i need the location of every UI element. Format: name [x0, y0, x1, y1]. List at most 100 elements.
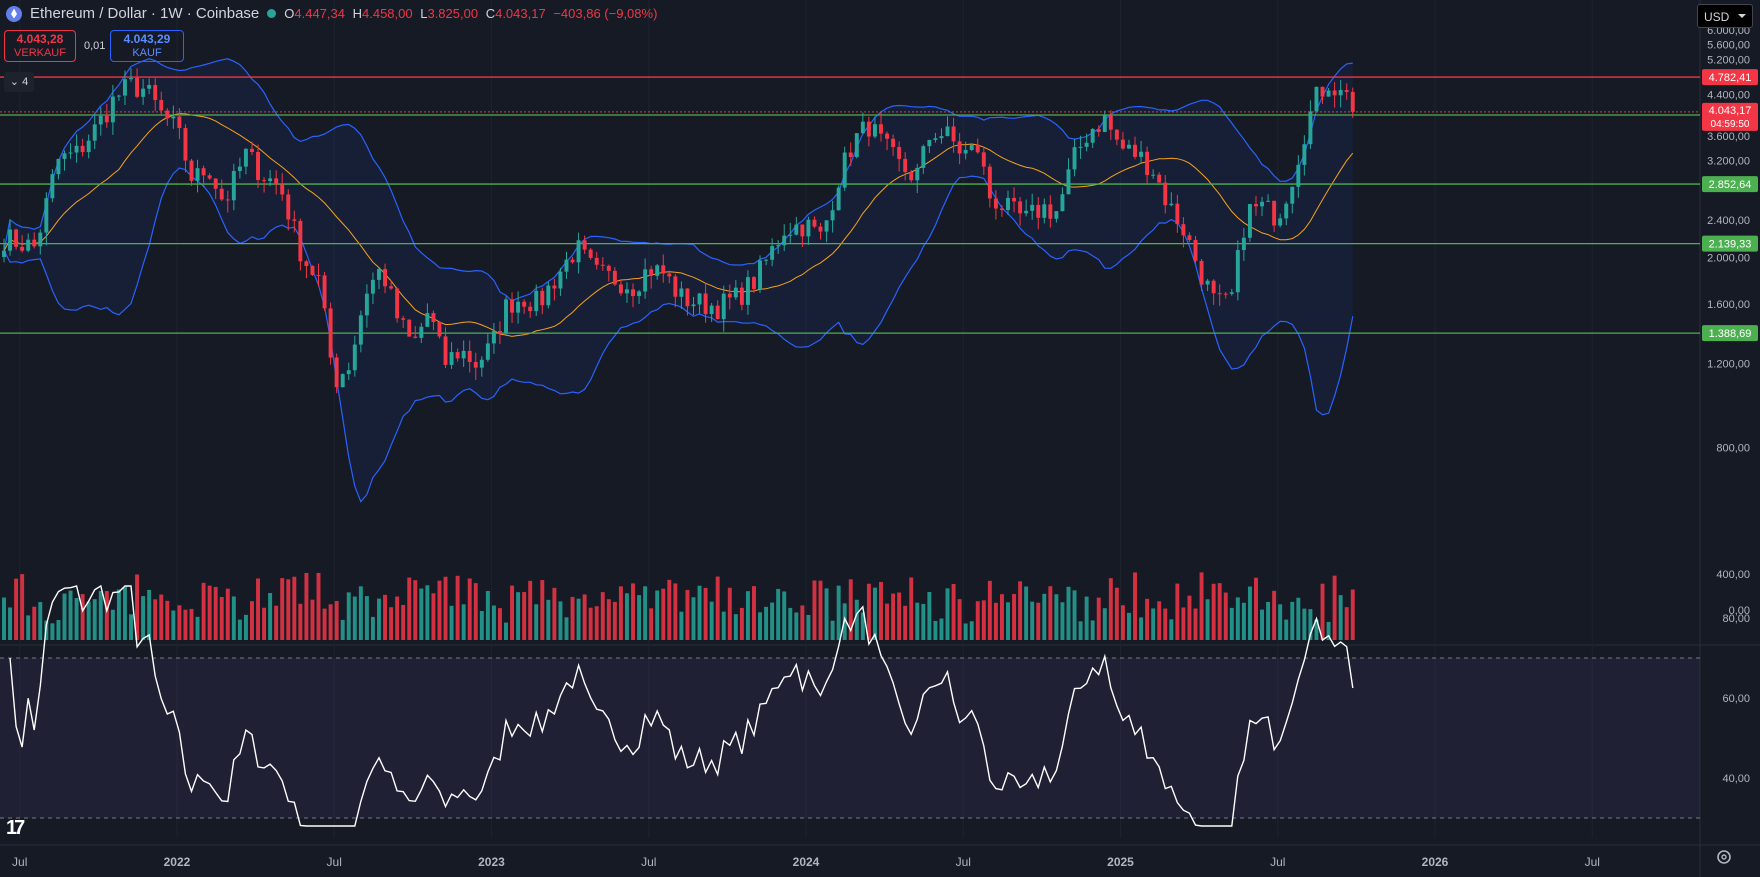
candle	[957, 133, 962, 165]
volume-bar	[993, 602, 998, 640]
volume-bar	[818, 580, 823, 640]
volume-bar	[1266, 601, 1271, 640]
candle	[752, 276, 756, 293]
candle	[389, 280, 394, 291]
volume-bar	[1217, 583, 1222, 640]
volume-bar	[879, 581, 883, 640]
candle	[1217, 284, 1222, 306]
candle	[1102, 110, 1107, 133]
candle	[1012, 187, 1017, 213]
rsi-band-fill	[0, 658, 1700, 818]
candle	[491, 322, 496, 354]
symbol-title[interactable]: Ethereum / Dollar · 1W · Coinbase	[30, 5, 260, 22]
price-axis[interactable]: 6.000,00 5.600,00 5.200,00 4.400,00 3.600,00…	[1707, 25, 1750, 785]
time-tick-label: 2023	[478, 855, 505, 869]
volume-bar	[316, 572, 321, 640]
candle	[1084, 133, 1089, 152]
time-axis[interactable]: Jul 2022 Jul 2023 Jul 2024 Jul 2025 Jul 2026 Jul	[12, 855, 1600, 869]
candle	[1163, 175, 1168, 214]
volume-bar	[455, 575, 460, 640]
volume-bar	[383, 594, 388, 640]
volume-bar	[1235, 597, 1240, 640]
volume-bar	[1302, 608, 1307, 640]
volume-bar	[546, 599, 551, 640]
volume-bar	[62, 593, 67, 640]
volume-bar	[1072, 590, 1077, 640]
last-price-label: 4.043,17 04:59:50	[1702, 102, 1758, 131]
volume-bar	[74, 598, 79, 640]
volume-tick-label: 400,00	[1716, 569, 1750, 581]
volume-bar	[1211, 583, 1216, 640]
volume-bar	[147, 589, 152, 640]
candle	[1332, 82, 1337, 108]
volume-bar	[606, 599, 611, 640]
candle	[1060, 187, 1065, 212]
price-tick-label: 6.000,00	[1707, 25, 1750, 37]
candle	[189, 158, 194, 186]
volume-bar	[794, 612, 799, 640]
sell-label: VERKAUF	[14, 47, 66, 59]
volume-bar	[987, 580, 992, 640]
volume-bar	[1241, 602, 1246, 640]
candle	[86, 134, 91, 159]
candles: 4.043,17 04:59:50	[0, 68, 1758, 394]
candle	[788, 222, 793, 244]
candle	[1030, 193, 1035, 220]
volume-bar	[219, 596, 224, 640]
candle	[764, 258, 769, 266]
candle	[44, 192, 49, 246]
volume-bar	[1254, 577, 1258, 640]
close-label: C	[485, 6, 496, 21]
volume-bar	[600, 592, 605, 640]
level-label-text: 1.388,69	[1709, 328, 1752, 340]
volume-bar	[540, 580, 545, 640]
volume-bar	[570, 596, 575, 640]
volume-bar	[213, 586, 218, 640]
candle	[624, 282, 629, 303]
candle	[153, 78, 158, 112]
candle	[1036, 196, 1041, 230]
level-label-text: 2.139,33	[1709, 239, 1752, 251]
volume-bar	[915, 602, 920, 640]
candle	[1272, 200, 1277, 232]
candle	[1127, 139, 1131, 150]
candle	[377, 268, 381, 290]
candle	[467, 340, 472, 373]
candle	[1096, 125, 1101, 137]
volume-bar	[1314, 619, 1319, 640]
volume-bar	[848, 579, 853, 640]
volume-bar	[449, 605, 454, 640]
volume-tick-label: 0,00	[1729, 605, 1750, 617]
buy-button[interactable]: 4.043,29 KAUF	[110, 30, 184, 62]
candle	[310, 265, 315, 276]
sell-button[interactable]: 4.043,28 VERKAUF	[4, 30, 76, 62]
volume-bar	[129, 614, 133, 640]
volume-bar	[1163, 608, 1168, 640]
gear-icon[interactable]	[1715, 848, 1733, 866]
price-tick-label: 5.600,00	[1707, 39, 1750, 51]
volume-bar	[1278, 604, 1283, 640]
volume-bar	[1108, 578, 1113, 640]
volume-bar	[165, 600, 170, 640]
candle	[437, 321, 442, 339]
candle	[794, 216, 799, 236]
candle	[1108, 110, 1113, 140]
volume-bar	[1006, 602, 1010, 640]
candle	[528, 301, 533, 318]
candle	[546, 281, 551, 309]
candle	[872, 116, 877, 139]
candle	[637, 289, 642, 304]
volume-bar	[171, 610, 176, 640]
currency-select[interactable]: USD	[1697, 4, 1753, 28]
candle	[20, 235, 25, 253]
volume-bar	[552, 587, 557, 640]
candle	[860, 112, 865, 135]
candle	[250, 141, 254, 156]
candle	[1211, 279, 1216, 305]
volume-bar	[582, 594, 587, 640]
indicators-collapse-button[interactable]: ⌄ 4	[4, 72, 34, 92]
market-open-icon	[267, 9, 277, 18]
volume-bar	[1084, 596, 1089, 640]
volume-bar	[491, 605, 496, 640]
